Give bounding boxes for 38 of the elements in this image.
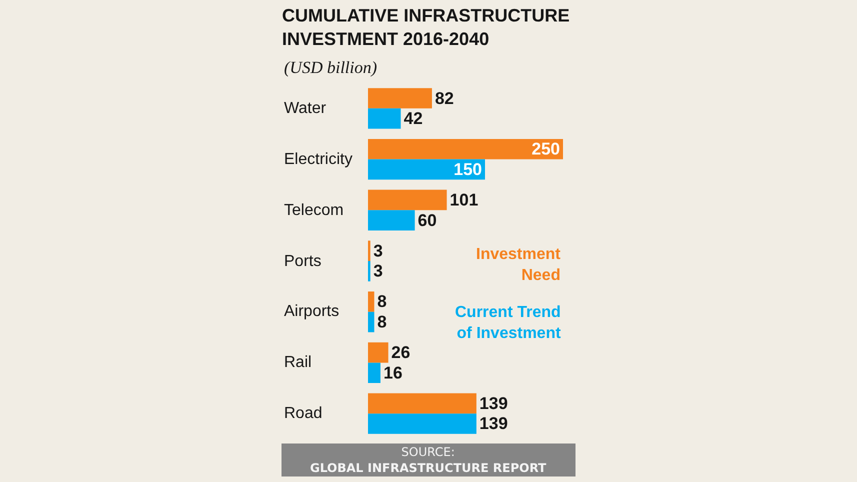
data-label: 60: [418, 210, 437, 230]
data-label: 3: [373, 262, 383, 281]
bar: [368, 88, 432, 108]
chart-subtitle: (USD billion): [284, 58, 378, 77]
bar: [368, 393, 476, 414]
data-label: 8: [377, 312, 387, 332]
bar: [368, 159, 485, 180]
data-label: 250: [532, 140, 560, 159]
bar: [368, 138, 563, 160]
data-label: 16: [383, 363, 402, 382]
bar: [368, 312, 374, 332]
bar: [368, 210, 415, 230]
y-tick-label: Road: [284, 405, 322, 422]
data-label: 82: [434, 88, 454, 108]
source-note: SOURCE: GLOBAL INFRASTRUCTURE REPORT: [310, 445, 548, 475]
y-tick-label: Electricity: [284, 151, 352, 168]
chart-title: CUMULATIVE INFRASTRUCTURE INVESTMENT 2016-2040: [282, 6, 570, 50]
y-tick-label: Water: [284, 100, 327, 117]
bar: [368, 342, 388, 363]
data-label: 42: [404, 109, 423, 128]
text: Investment Need: [476, 246, 562, 284]
bar: [368, 108, 401, 129]
y-tick-label: Telecom: [284, 202, 344, 219]
bar: [368, 414, 476, 434]
y-tick-label: Ports: [284, 253, 322, 270]
y-tick-label: Airports: [284, 303, 340, 320]
bar: [368, 292, 374, 312]
data-label: 3: [373, 241, 383, 260]
data-label: 150: [454, 160, 482, 179]
data-label: 139: [479, 414, 508, 434]
data-label: 101: [450, 190, 478, 210]
data-label: 139: [479, 394, 508, 413]
y-tick-label: Rail: [284, 354, 312, 371]
text: Current Trend of Investment: [455, 304, 562, 342]
data-label: 26: [391, 343, 410, 362]
bar: [368, 362, 380, 384]
bar: [368, 190, 447, 210]
data-label: 8: [377, 292, 387, 312]
